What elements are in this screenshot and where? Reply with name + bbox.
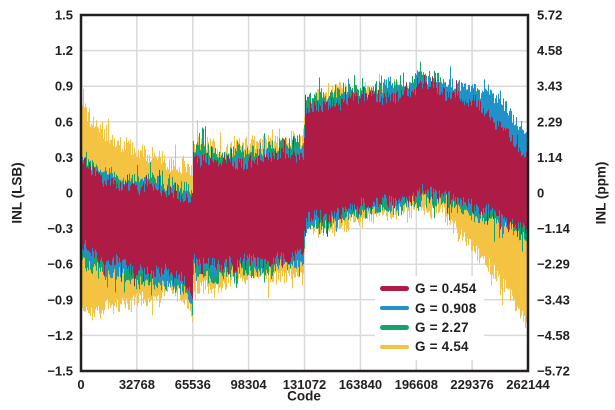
y-right-tick-label: −2.29 bbox=[537, 257, 570, 272]
y-right-tick-label: −3.43 bbox=[537, 292, 570, 307]
legend-item: G = 2.27 bbox=[380, 318, 476, 337]
y-right-tick-label: 1.14 bbox=[537, 150, 563, 165]
x-tick-label: 229376 bbox=[450, 377, 493, 392]
x-tick-label: 163840 bbox=[339, 377, 382, 392]
y-left-tick-label: 0.3 bbox=[55, 150, 73, 165]
legend-item: G = 4.54 bbox=[380, 337, 476, 356]
y-left-tick-label: −0.9 bbox=[47, 292, 73, 307]
series-bands bbox=[81, 61, 528, 328]
x-tick-label: 131072 bbox=[283, 377, 326, 392]
x-tick-label: 65536 bbox=[175, 377, 211, 392]
legend-swatch bbox=[380, 286, 409, 291]
x-tick-label: 32768 bbox=[119, 377, 155, 392]
legend-swatch bbox=[380, 325, 409, 330]
legend-item: G = 0.908 bbox=[380, 298, 476, 317]
y-right-tick-label: −1.14 bbox=[537, 221, 571, 236]
y-left-tick-label: 0.9 bbox=[55, 79, 73, 94]
x-tick-label: 262144 bbox=[506, 377, 550, 392]
y-left-tick-label: −1.2 bbox=[47, 328, 73, 343]
x-axis-title: Code bbox=[287, 388, 321, 404]
y-right-tick-label: 3.43 bbox=[537, 79, 562, 94]
y-left-tick-label: 0 bbox=[66, 186, 73, 201]
x-tick-labels: 0 32768 65536 98304 131072 163840 196608 229376… bbox=[77, 377, 550, 392]
legend-label: G = 4.54 bbox=[415, 339, 469, 355]
legend-label: G = 0.908 bbox=[415, 300, 477, 316]
y-right-tick-labels: 5.72 4.58 3.43 2.29 1.14 0 −1.14 −2.29 −3.43 −4.5… bbox=[537, 8, 571, 379]
legend-swatch bbox=[380, 305, 409, 311]
legend-item: G = 0.454 bbox=[380, 279, 476, 298]
y-left-tick-label: −0.3 bbox=[47, 221, 73, 236]
y-axis-title-left: INL (LSB) bbox=[9, 162, 25, 224]
y-left-tick-labels: 1.5 1.2 0.9 0.6 0.3 0 −0.3 −0.6 −0.9 −1.2 −1.5 bbox=[47, 8, 73, 379]
legend-swatch bbox=[380, 344, 409, 350]
y-left-tick-label: 1.2 bbox=[55, 43, 73, 58]
series-band-1 bbox=[81, 74, 528, 300]
y-left-tick-label: 1.5 bbox=[55, 8, 73, 23]
legend-label: G = 0.454 bbox=[415, 281, 477, 297]
y-right-tick-label: 2.29 bbox=[537, 114, 562, 129]
y-right-tick-label: 4.58 bbox=[537, 43, 562, 58]
x-tick-label: 98304 bbox=[231, 377, 268, 392]
y-right-tick-label: −5.72 bbox=[537, 364, 570, 379]
x-tick-label: 196608 bbox=[395, 377, 438, 392]
plot-border bbox=[79, 13, 530, 373]
y-left-tick-label: 0.6 bbox=[55, 114, 73, 129]
y-right-tick-label: −4.58 bbox=[537, 328, 570, 343]
y-right-tick-label: 0 bbox=[537, 186, 544, 201]
y-right-tick-label: 5.72 bbox=[537, 8, 562, 23]
legend-label: G = 2.27 bbox=[415, 319, 469, 335]
y-axis-title-right: INL (ppm) bbox=[593, 161, 609, 225]
y-left-tick-label: −0.6 bbox=[47, 257, 73, 272]
x-tick-label: 0 bbox=[77, 377, 84, 392]
legend: G = 0.454 G = 0.908 G = 2.27 G = 4.54 bbox=[375, 276, 485, 360]
y-left-tick-label: −1.5 bbox=[47, 364, 73, 379]
